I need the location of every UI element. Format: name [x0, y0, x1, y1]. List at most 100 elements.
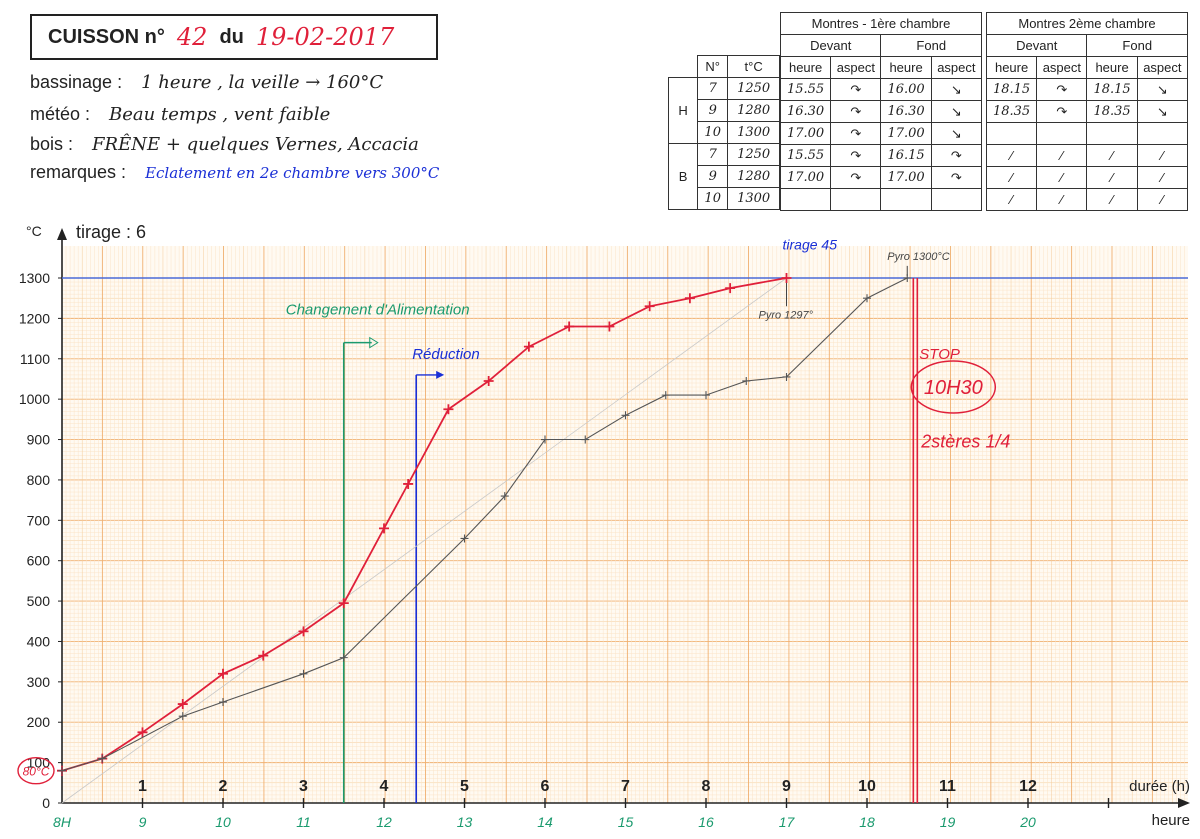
cone-bent-icon: ↘	[930, 100, 983, 123]
y-tick-label: 300	[27, 674, 51, 690]
series-point-0	[298, 626, 309, 637]
y-axis-arrow-icon	[57, 228, 67, 240]
cone-temp: 1280	[727, 165, 780, 188]
info-value: FRÊNE + quelques Vernes, Accacia	[92, 134, 419, 155]
arrow-right-icon	[369, 336, 379, 349]
series-point-1	[460, 534, 469, 543]
info-value: 1 heure , la veille → 160°C	[141, 72, 384, 93]
info-value: Beau temps , vent faible	[109, 104, 331, 125]
title-box: CUISSON n° 42 du 19-02-2017	[30, 14, 438, 60]
start-label: 80°C	[23, 765, 50, 779]
time-cell: 17.00	[779, 122, 832, 145]
y-tick-label: 400	[27, 633, 51, 649]
chamber1-table: Montres - 1ère chambre Devant Fond heure…	[779, 12, 983, 211]
stop-time-circle	[910, 360, 997, 414]
duration-tick-label: 7	[621, 778, 630, 795]
time-cell: 15.55	[779, 144, 832, 167]
info-bois: bois : FRÊNE + quelques Vernes, Accacia	[30, 134, 419, 155]
duration-tick-label: 8	[702, 778, 711, 795]
y-tick-label: 700	[27, 512, 51, 528]
hour-tick-label: 9	[139, 814, 147, 830]
x-axis-label-heure: heure	[1152, 812, 1190, 829]
y-tick-label: 900	[27, 432, 51, 448]
series-point-0	[258, 650, 269, 661]
time-cell: 18.15	[1086, 78, 1138, 101]
cone-bent-icon: ↷	[830, 122, 882, 145]
crossed-cell-icon: ⁄	[1036, 188, 1088, 211]
duration-tick-label: 12	[1019, 778, 1037, 795]
hour-tick-label: 18	[859, 814, 875, 830]
series-point-0	[218, 668, 228, 679]
graph-paper-grid	[61, 246, 1188, 804]
duration-tick-label: 5	[460, 778, 469, 795]
series-point-0	[403, 478, 414, 489]
pyro1297-label: Pyro 1297°	[759, 309, 814, 321]
x-axis-label: durée (h)	[1129, 778, 1190, 795]
info-bassinage: bassinage : 1 heure , la veille → 160°C	[30, 72, 383, 93]
series-point-0	[379, 523, 389, 534]
hour-tick-label: 17	[779, 814, 796, 830]
duration-tick-label: 4	[380, 778, 389, 795]
axes: 0100200300400500600700800900100011001200…	[19, 228, 1190, 811]
y-tick-label: 1200	[19, 310, 50, 326]
info-label: météo :	[30, 104, 91, 124]
time-cell: 16.30	[880, 100, 932, 123]
series-point-1	[178, 712, 187, 721]
duration-tick-label: 2	[219, 778, 228, 795]
series-point-1	[782, 372, 791, 381]
stop-label: STOP	[919, 346, 960, 363]
series-point-0	[443, 404, 454, 415]
cuisson-number: 42	[176, 23, 208, 51]
duration-tick-label: 10	[858, 778, 876, 795]
series-point-1	[621, 411, 630, 420]
cone-no: 10	[697, 187, 729, 210]
cone-temp: 1300	[727, 187, 780, 210]
crossed-cell-icon: ⁄	[1136, 188, 1189, 211]
series-point-1	[742, 376, 751, 385]
series-point-1	[702, 391, 710, 400]
hour-tick-label: 16	[698, 814, 714, 830]
y-tick-label: 0	[42, 795, 50, 811]
hour-tick-label: 15	[618, 814, 634, 830]
tirage45-label: tirage 45	[783, 237, 838, 253]
chamber2-title: Montres 2ème chambre	[986, 12, 1188, 35]
start-circle	[17, 756, 55, 785]
cones-table: N° t°C H 7 1250 9 1280 10 1300 B 7 1250 …	[667, 55, 780, 210]
pyro1300-label: Pyro 1300°C	[887, 251, 950, 263]
series-point-0	[523, 341, 534, 352]
series-point-1	[58, 766, 66, 775]
series-point-1	[863, 294, 871, 303]
hour-tick-label: 10	[215, 814, 231, 830]
series-point-1	[661, 391, 670, 400]
info-meteo: météo : Beau temps , vent faible	[30, 104, 330, 125]
duration-tick-label: 1	[138, 778, 147, 795]
fond-header: Fond	[880, 34, 982, 57]
chamber2-table: Montres 2ème chambre Devant Fond heure a…	[985, 12, 1189, 211]
series	[57, 273, 912, 776]
cone-temp: 1250	[727, 77, 780, 100]
hour-tick-label: 19	[940, 814, 956, 830]
duration-tick-label: 9	[782, 778, 791, 795]
y-tick-label: 1000	[19, 391, 50, 407]
series-point-0	[564, 321, 575, 332]
info-label: bois :	[30, 134, 74, 154]
series-point-0	[177, 699, 188, 710]
series-point-0	[684, 293, 695, 304]
duration-tick-label: 11	[939, 778, 956, 795]
y-tick-label: 1300	[19, 270, 50, 286]
series-point-1	[339, 653, 348, 662]
cone-no: 10	[697, 121, 729, 144]
group-b: B	[667, 143, 699, 210]
time-cell: 16.15	[880, 144, 932, 167]
y-tick-label: 200	[27, 714, 51, 730]
series-point-0	[483, 375, 494, 386]
series-point-0	[725, 283, 736, 294]
y-tick-label: 500	[27, 593, 51, 609]
hour-tick-label: 8H	[53, 814, 72, 830]
alimentation-label: Changement d'Alimentation	[286, 301, 470, 318]
series-point-1	[219, 698, 227, 707]
info-label: bassinage :	[30, 72, 123, 92]
series-point-0	[604, 321, 615, 332]
